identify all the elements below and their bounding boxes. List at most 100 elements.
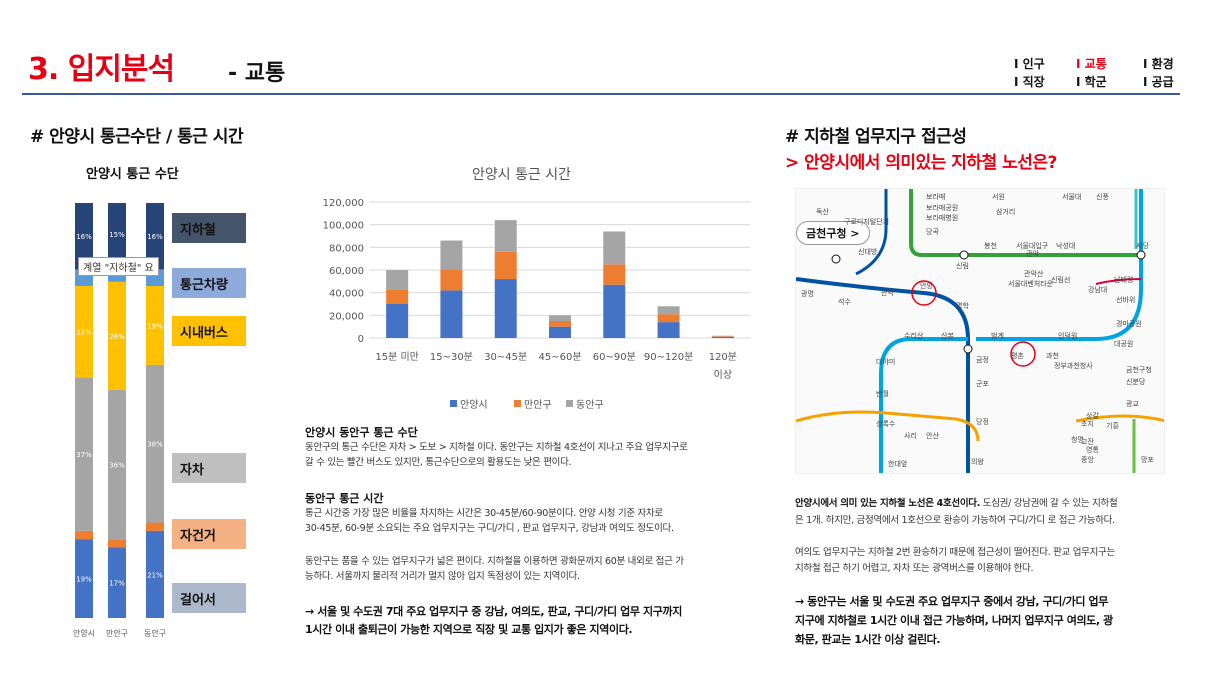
time-bar-안양시 bbox=[711, 336, 734, 338]
legend-bus-label: 시내버스 bbox=[180, 325, 228, 341]
stack-segment-car bbox=[146, 364, 164, 523]
legend-car-label: 자차 bbox=[180, 462, 204, 478]
legend-subway: 지하철 bbox=[172, 213, 246, 243]
page-subtitle: - 교통 bbox=[228, 61, 286, 86]
chart-tooltip: 계열 "지하철" 요 bbox=[78, 257, 159, 276]
map-station-label: 보라매병원 bbox=[926, 214, 959, 222]
time-bar-동안구 bbox=[494, 220, 517, 252]
nav-population[interactable]: I 인구 bbox=[1014, 57, 1045, 71]
stack-data-label: 38% bbox=[147, 441, 163, 449]
time-legend-swatch bbox=[514, 400, 521, 407]
time-x-tick: 120분 bbox=[709, 351, 737, 363]
stack-data-label: 19% bbox=[147, 322, 163, 330]
time-bar-동안구 bbox=[603, 231, 626, 265]
nav-transport[interactable]: I 교통 bbox=[1076, 57, 1107, 71]
map-station-label: 영통 bbox=[1086, 446, 1099, 454]
time-bar-만안구 bbox=[549, 321, 571, 327]
map-station-label: 명학 bbox=[956, 302, 969, 310]
map-station-label: 금정 bbox=[976, 356, 989, 364]
subway-lines bbox=[796, 189, 1164, 473]
subway-text-line2: 은 1개. 하지만, 금정역에서 1호선으로 환승이 가능하여 구디/가디 로 … bbox=[795, 515, 1115, 526]
subway-conclusion-line1: → 동안구는 서울 및 수도권 주요 업무지구 중에서 강남, 구디/가디 업무 bbox=[795, 595, 1108, 608]
time-y-tick: 60,000 bbox=[329, 266, 364, 277]
nav-school[interactable]: I 학군 bbox=[1076, 75, 1107, 89]
commute-mode-chart: 19% 37% 22% 16% 안양시 17% 36% 26% 15% 만안구 21% 38% 19% 1… bbox=[73, 203, 166, 638]
time-bar-만안구 bbox=[711, 336, 734, 337]
map-station-label: 망포 bbox=[1141, 456, 1154, 464]
stack-data-label: 15% bbox=[109, 231, 125, 239]
text-mode-line2: 갈 수 있는 빨간 버스도 있지만, 통근수단으로의 활용도는 낮은 편이다. bbox=[305, 457, 572, 468]
subway-map: 금천구청 > 독산 구로디지털단지 보라매 보라매공원 보라매병원 신대방 신림 당곡 봉천 서울… bbox=[795, 188, 1165, 474]
stack-data-label: 16% bbox=[76, 233, 92, 241]
page-title: 3. 입지분석 bbox=[28, 52, 175, 87]
map-station-label: 안양 bbox=[920, 282, 933, 290]
time-bar-안양시 bbox=[494, 279, 517, 338]
subway-conclusion-line3: 화문, 판교는 1시간 이상 걸린다. bbox=[795, 633, 941, 646]
map-station-label: 신림 bbox=[956, 262, 969, 270]
map-station-label: 서울대 bbox=[1062, 193, 1082, 201]
time-x-tick: 30~45분 bbox=[484, 351, 527, 363]
legend-walk-label: 걸어서 bbox=[180, 592, 216, 608]
stack-segment-bike bbox=[108, 539, 126, 548]
time-bar-동안구 bbox=[711, 335, 734, 337]
map-station-label: 서원 bbox=[992, 193, 1005, 201]
time-legend-label: 만안구 bbox=[524, 399, 552, 411]
stack-segment-bike bbox=[146, 522, 164, 531]
text-area-line2: 능하다. 서울까지 물리적 거리가 멀지 않아 입지 독점성이 있는 지역이다. bbox=[305, 571, 580, 582]
map-station-label: 수리산 bbox=[904, 332, 924, 340]
map-station-label: 과천 bbox=[1046, 352, 1059, 360]
commute-time-chart: 0 20,000 40,000 60,000 80,000 100,000 120,000 1… bbox=[323, 198, 750, 411]
map-pill-geumcheon: 금천구청 > bbox=[796, 221, 870, 245]
map-station-label: 대공원 bbox=[1114, 340, 1134, 348]
time-bar-안양시 bbox=[440, 290, 463, 338]
legend-subway-label: 지하철 bbox=[180, 222, 216, 238]
nav-jobs[interactable]: I 직장 bbox=[1014, 75, 1045, 89]
stack-data-label: 37% bbox=[76, 451, 92, 459]
text-heading-time: 동안구 통근 시간 bbox=[305, 492, 384, 505]
section-subtitle-subway: > 안양시에서 의미있는 지하철 노선은? bbox=[785, 153, 1057, 173]
subway-text-line1: 안양시에서 의미 있는 지하철 노선은 4호선이다. 도심권/ 강남권에 갈 수… bbox=[795, 496, 1118, 511]
stack-segment-bus bbox=[108, 281, 126, 390]
time-y-tick: 20,000 bbox=[329, 311, 364, 322]
text-conclusion-line1: → 서울 및 수도권 7대 주요 업무지구 중 강남, 여의도, 판교, 구디/… bbox=[305, 605, 682, 618]
nav-environment[interactable]: I 환경 bbox=[1143, 57, 1174, 71]
stack-category-label: 동안구 bbox=[144, 628, 166, 638]
map-station-label: 사리 bbox=[904, 432, 917, 440]
map-station-label: 정부과천청사 bbox=[1054, 362, 1093, 370]
time-bar-만안구 bbox=[603, 264, 626, 285]
map-station-label: 당곡 bbox=[926, 228, 939, 236]
map-station-label: 석수 bbox=[838, 298, 851, 306]
time-bar-동안구 bbox=[549, 315, 571, 321]
subway-text-bold: 안양시에서 의미 있는 지하철 노선은 4호선이다. bbox=[795, 498, 981, 509]
map-station-label: 금천구청 bbox=[1126, 366, 1152, 374]
time-legend-label: 동안구 bbox=[576, 399, 604, 411]
time-bar-만안구 bbox=[440, 270, 463, 291]
time-chart-title: 안양시 통근 시간 bbox=[472, 167, 572, 183]
nav-supply[interactable]: I 공급 bbox=[1143, 75, 1174, 89]
time-legend-swatch bbox=[566, 400, 573, 407]
map-station-label: 관악 bbox=[1026, 250, 1039, 258]
time-x-tick: 15~30분 bbox=[430, 351, 473, 363]
map-station-label: 청명 bbox=[1071, 436, 1084, 444]
section-title-subway: # 지하철 업무지구 접근성 bbox=[785, 127, 967, 147]
time-bar-안양시 bbox=[603, 284, 626, 338]
map-station-label: 군포 bbox=[976, 380, 989, 388]
time-legend-swatch bbox=[450, 400, 457, 407]
stack-segment-bus bbox=[146, 286, 164, 365]
map-station-label: 삼거리 bbox=[996, 208, 1016, 216]
map-station-label: 신대방 bbox=[858, 248, 878, 256]
text-area-line1: 동안구는 품을 수 있는 업무지구가 넓은 편이다. 지하철을 이용하면 광화문… bbox=[305, 556, 684, 567]
stack-segment-subway bbox=[146, 203, 164, 270]
time-x-tick: 이상 bbox=[714, 369, 732, 381]
stack-data-label: 36% bbox=[109, 461, 125, 469]
time-x-tick: 45~60분 bbox=[538, 351, 581, 363]
subway-text-rest: 도심권/ 강남권에 갈 수 있는 지하철 bbox=[980, 498, 1118, 509]
map-station-label: 광명 bbox=[801, 290, 814, 298]
map-station-label: 강남대 bbox=[1088, 286, 1108, 294]
map-station-label: 상록수 bbox=[876, 420, 896, 428]
map-station-label: 관악산 bbox=[1024, 270, 1044, 278]
time-y-tick: 40,000 bbox=[329, 289, 364, 300]
time-bar-동안구 bbox=[386, 270, 409, 290]
text-time-line2: 30-45분, 60-9분 소요되는 주요 업무지구는 구디/가디 , 판교 업… bbox=[305, 523, 674, 534]
map-station-label: 인덕원 bbox=[1058, 332, 1078, 340]
